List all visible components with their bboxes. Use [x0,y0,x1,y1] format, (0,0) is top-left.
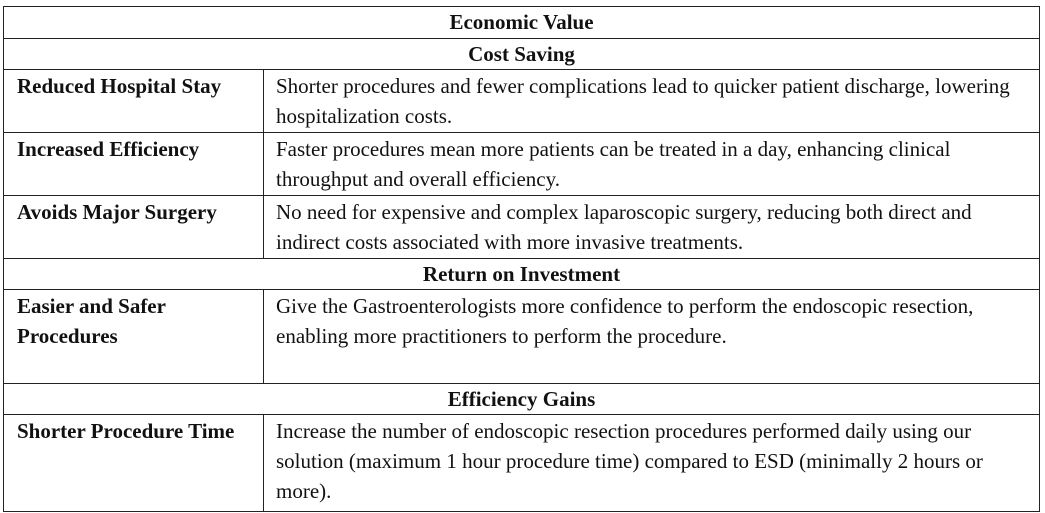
table-row: Easier and Safer Procedures Give the Gas… [4,290,1039,384]
section-heading-return-on-investment: Return on Investment [422,261,621,286]
row-label-avoids-major-surgery: Avoids Major Surgery [4,196,264,258]
economic-value-table: Economic Value Cost Saving Reduced Hospi… [3,6,1040,512]
section-heading-efficiency-gains: Efficiency Gains [447,386,596,411]
table-row: Increased Efficiency Faster procedures m… [4,133,1039,196]
table-title: Economic Value [449,10,594,34]
section-heading-cost-saving: Cost Saving [468,41,575,66]
row-label-increased-efficiency: Increased Efficiency [4,133,264,195]
row-label-easier-safer-procedures: Easier and Safer Procedures [4,290,264,383]
row-text-increased-efficiency: Faster procedures mean more patients can… [276,137,951,191]
row-label-shorter-procedure-time: Shorter Procedure Time [4,415,264,511]
section-heading-row: Efficiency Gains [4,384,1039,415]
row-text-reduced-hospital-stay: Shorter procedures and fewer complicatio… [276,74,1010,128]
row-text-easier-safer-procedures: Give the Gastroenterologists more confid… [276,294,974,348]
table-row: Avoids Major Surgery No need for expensi… [4,196,1039,259]
table-row: Reduced Hospital Stay Shorter procedures… [4,70,1039,133]
row-label-reduced-hospital-stay: Reduced Hospital Stay [4,70,264,132]
row-text-shorter-procedure-time: Increase the number of endoscopic resect… [276,419,983,503]
section-heading-row: Return on Investment [4,259,1039,290]
table-row: Shorter Procedure Time Increase the numb… [4,415,1039,511]
row-text-avoids-major-surgery: No need for expensive and complex laparo… [276,200,972,254]
table-title-row: Economic Value [4,7,1039,39]
section-heading-row: Cost Saving [4,39,1039,70]
